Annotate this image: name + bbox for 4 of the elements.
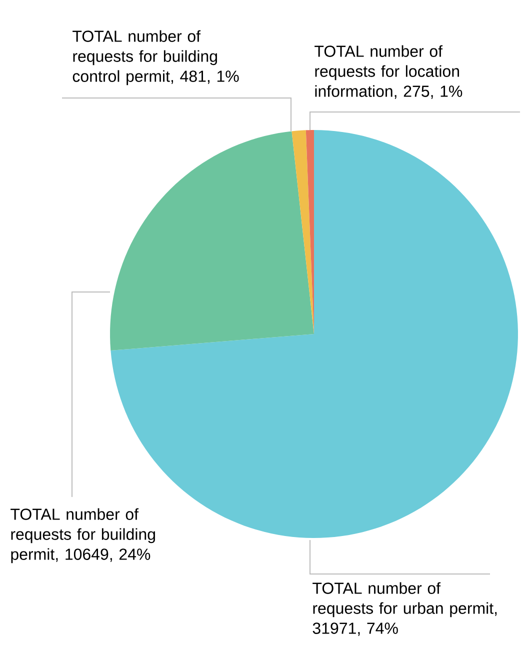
slice-label: TOTAL number of requests for urban permit, 31971, 74%: [312, 582, 497, 636]
slice-label: TOTAL number of requests for building control permit, 481, 1%: [72, 30, 240, 86]
slice-label: TOTAL number of requests for location information, 275, 1%: [314, 45, 462, 99]
slice-label: TOTAL number of requests for building permit, 10649, 24%: [10, 508, 156, 564]
